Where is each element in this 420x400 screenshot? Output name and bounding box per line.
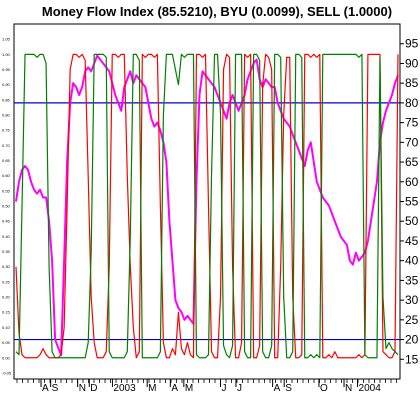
x-tick-label: J (222, 383, 227, 394)
left-tick-label: 0.35 (2, 249, 11, 254)
series-line-0 (15, 54, 399, 357)
x-tick-label: 2004 (359, 383, 382, 394)
left-tick-label: 0.45 (2, 219, 11, 224)
right-tick-label: 65 (405, 155, 419, 169)
left-tick-label: 0.70 (2, 143, 11, 148)
x-tick-label: M (148, 383, 156, 394)
x-tick-label: S (285, 383, 292, 394)
x-tick-label: J (237, 383, 242, 394)
left-tick-label: 0.15 (2, 310, 11, 315)
right-tick-label: 50 (405, 214, 419, 228)
right-tick-label: 60 (405, 175, 419, 189)
left-tick-label: -0.05 (2, 370, 12, 375)
left-tick-label: 0.40 (2, 234, 11, 239)
left-axis-ticks: -0.05 0.00 0.05 0.10 0.15 0.20 0.25 0.30 0.35 0.4… (2, 37, 12, 376)
x-tick-label: 2003 (113, 383, 136, 394)
series-lines (15, 53, 399, 359)
left-tick-label: 1.05 (2, 37, 11, 42)
left-tick-label: 0.65 (2, 158, 11, 163)
chart-title: Money Flow Index (85.5210), BYU (0.0099)… (42, 4, 392, 19)
right-tick-label: 30 (405, 293, 419, 307)
x-tick-label: D (90, 383, 97, 394)
plot-area (13, 23, 401, 380)
left-tick-label: 0.80 (2, 113, 11, 118)
left-tick-label: 0.20 (2, 295, 11, 300)
right-tick-label: 55 (405, 195, 419, 209)
left-tick-label: 0.60 (2, 173, 11, 178)
left-tick-label: 0.95 (2, 67, 11, 72)
right-tick-label: 75 (405, 116, 419, 130)
x-tick-label: M (185, 383, 193, 394)
right-tick-label: 90 (405, 56, 419, 70)
left-tick-label: 0.10 (2, 325, 11, 330)
left-tick-label: 0.55 (2, 188, 11, 193)
x-tick-label: N (79, 383, 86, 394)
x-tick-label: A (274, 383, 281, 394)
left-tick-label: 0.75 (2, 128, 11, 133)
series-line-1 (15, 53, 399, 359)
right-tick-label: 25 (405, 313, 419, 327)
left-tick-label: 0.85 (2, 97, 11, 102)
left-tick-label: 1.00 (2, 52, 11, 57)
x-tick-label: S (52, 383, 59, 394)
series-line-2 (15, 53, 399, 359)
left-tick-label: 0.50 (2, 204, 11, 209)
right-tick-label: 95 (405, 37, 419, 51)
left-tick-label: 0.05 (2, 340, 11, 345)
right-tick-label: 15 (405, 352, 419, 366)
right-tick-label: 40 (405, 254, 419, 268)
right-tick-label: 35 (405, 273, 419, 287)
x-tick-label: A (42, 383, 49, 394)
left-tick-label: 0.30 (2, 264, 11, 269)
right-tick-label: 80 (405, 96, 419, 110)
right-tick-label: 70 (405, 135, 419, 149)
right-tick-label: 45 (405, 234, 419, 248)
x-tick-label: A (171, 383, 178, 394)
x-tick-label: N (345, 383, 352, 394)
right-axis-ticks: 15 20 25 30 35 40 45 50 55 60 65 70 75 80 85 90 95 (400, 37, 419, 366)
right-tick-label: 85 (405, 76, 419, 90)
left-tick-label: 0.90 (2, 82, 11, 87)
right-tick-label: 20 (405, 333, 419, 347)
x-tick-label: O (320, 383, 328, 394)
left-tick-label: 0.00 (2, 355, 11, 360)
left-tick-label: 0.25 (2, 279, 11, 284)
x-axis-ticks: A S N D 2003 M A M J J A S O N 2004 (16, 379, 397, 394)
